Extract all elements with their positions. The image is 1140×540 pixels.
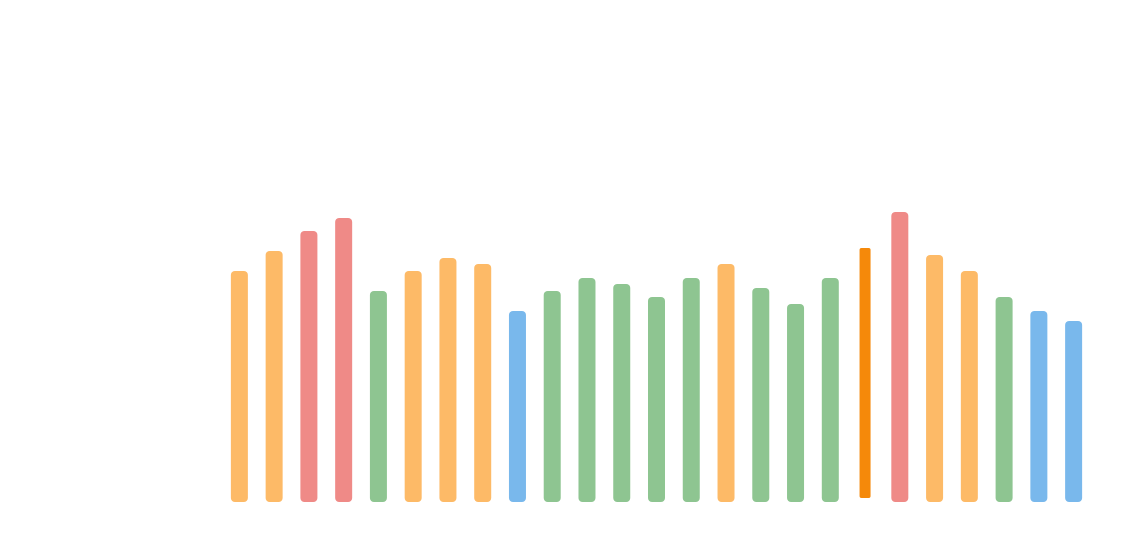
bar[interactable]	[1065, 321, 1083, 502]
bar[interactable]	[230, 271, 248, 502]
bar[interactable]	[1030, 311, 1048, 502]
bar[interactable]	[926, 255, 944, 502]
bar[interactable]	[752, 288, 770, 502]
bar[interactable]	[508, 311, 526, 502]
bar[interactable]	[404, 271, 422, 502]
bar[interactable]	[960, 271, 978, 502]
bar[interactable]	[265, 251, 283, 502]
bar[interactable]	[682, 278, 700, 502]
bar[interactable]	[891, 212, 909, 502]
bar[interactable]	[821, 278, 839, 502]
bar[interactable]	[300, 231, 318, 502]
bar[interactable]	[335, 218, 353, 502]
bar[interactable]	[543, 291, 561, 502]
bar[interactable]	[439, 258, 457, 502]
bar[interactable]	[578, 278, 596, 502]
bar-active[interactable]	[859, 248, 871, 498]
bar[interactable]	[787, 304, 805, 502]
bar[interactable]	[995, 297, 1013, 502]
bar[interactable]	[474, 264, 492, 502]
bar[interactable]	[613, 284, 631, 502]
bar[interactable]	[369, 291, 387, 502]
bar[interactable]	[648, 297, 665, 502]
bar[interactable]	[717, 264, 735, 502]
